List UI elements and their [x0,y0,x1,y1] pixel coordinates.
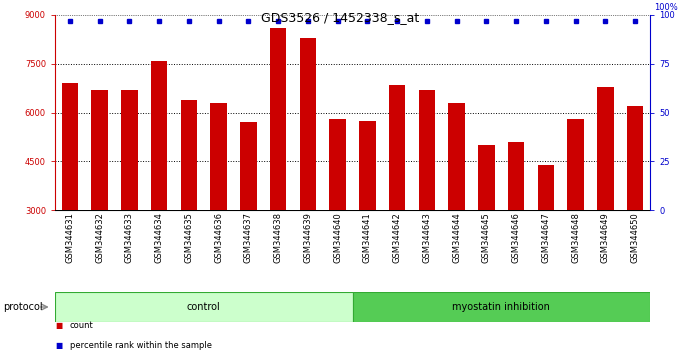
Bar [210,103,227,210]
Bar [300,38,316,210]
Bar [270,28,286,210]
Text: GSM344633: GSM344633 [125,212,134,263]
Bar [121,90,137,210]
Text: GSM344650: GSM344650 [630,212,640,263]
Text: GSM344641: GSM344641 [363,212,372,263]
Text: GSM344648: GSM344648 [571,212,580,263]
Text: protocol: protocol [3,302,43,312]
Text: GSM344634: GSM344634 [154,212,164,263]
Text: GSM344644: GSM344644 [452,212,461,263]
Text: GSM344646: GSM344646 [511,212,521,263]
Text: GSM344638: GSM344638 [273,212,283,263]
Bar [55,292,352,322]
Text: GSM344640: GSM344640 [333,212,342,263]
Text: GSM344639: GSM344639 [303,212,312,263]
Text: 100%: 100% [654,3,678,12]
Text: GSM344635: GSM344635 [184,212,193,263]
Bar [91,90,108,210]
Text: percentile rank within the sample: percentile rank within the sample [70,341,212,349]
Bar [538,165,554,210]
Text: GSM344642: GSM344642 [392,212,402,263]
Bar [448,103,465,210]
Text: GSM344647: GSM344647 [541,212,550,263]
Bar [389,85,405,210]
Text: myostatin inhibition: myostatin inhibition [452,302,550,312]
Bar [181,99,197,210]
Text: GSM344637: GSM344637 [244,212,253,263]
Text: GDS3526 / 1452338_s_at: GDS3526 / 1452338_s_at [261,11,419,24]
Bar [508,142,524,210]
Text: GSM344631: GSM344631 [65,212,74,263]
Bar [329,119,346,210]
Bar [597,86,613,210]
Text: GSM344645: GSM344645 [482,212,491,263]
Text: GSM344636: GSM344636 [214,212,223,263]
Bar [627,106,643,210]
Text: GSM344643: GSM344643 [422,212,431,263]
Text: GSM344632: GSM344632 [95,212,104,263]
Bar [352,292,650,322]
Text: ■: ■ [55,341,63,349]
Text: count: count [70,321,94,330]
Bar [419,90,435,210]
Text: control: control [187,302,220,312]
Text: ■: ■ [55,321,63,330]
Bar [567,119,584,210]
Bar [240,122,256,210]
Bar [478,145,494,210]
Text: GSM344649: GSM344649 [601,212,610,263]
Bar [151,61,167,210]
Bar [359,121,375,210]
Bar [62,83,78,210]
